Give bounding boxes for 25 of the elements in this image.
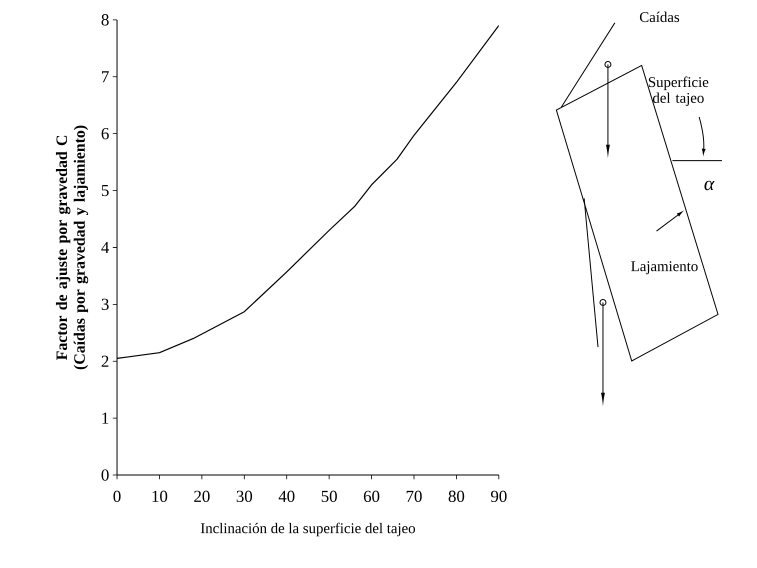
y-axis-title: Factor de ajuste por gravedad C (Caídas por gravedad y lajamiento) (56, 126, 88, 370)
y-tick-label: 0 (102, 469, 109, 481)
y-tick-label: 3 (102, 298, 109, 310)
x-tick-label: 60 (364, 490, 380, 502)
x-tick-label: 0 (113, 490, 121, 502)
y-tick-label: 4 (101, 242, 110, 253)
y-tick-label: 5 (102, 184, 109, 196)
x-tick-label: 40 (278, 490, 294, 502)
y-tick-label: 7 (102, 71, 109, 82)
x-tick-label: 80 (448, 490, 464, 502)
y-tick-label: 8 (102, 14, 109, 26)
text: Lajamiento (631, 261, 698, 274)
x-tick-label: 70 (406, 490, 422, 502)
text: Superficie del tajeo (648, 76, 708, 106)
x-tick-label: 90 (490, 490, 507, 502)
text: Caídas (640, 12, 680, 22)
y-tick-label: 1 (102, 412, 108, 424)
x-tick-label: 20 (194, 490, 210, 502)
x-axis-title: Inclinación de la superficie del tajeo (200, 522, 416, 536)
x-tick-label: 30 (236, 490, 252, 502)
x-tick-label: 10 (152, 490, 168, 502)
x-tick-label: 50 (322, 490, 337, 502)
y-tick-label: 2 (102, 356, 108, 367)
y-tick-label: 6 (102, 128, 109, 140)
text: α (704, 180, 715, 190)
